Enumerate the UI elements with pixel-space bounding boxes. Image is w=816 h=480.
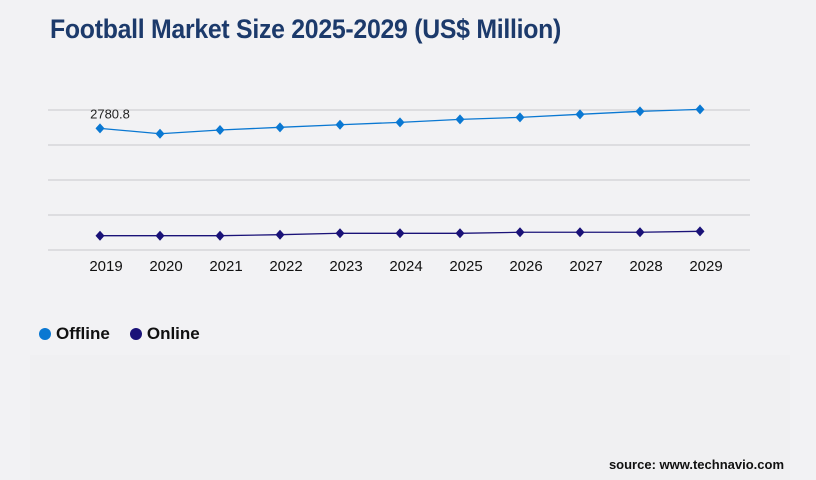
x-tick-label: 2022 — [269, 258, 302, 275]
data-point — [155, 230, 165, 241]
legend-item-online[interactable]: Online — [129, 324, 200, 344]
data-point — [335, 228, 345, 239]
x-tick-label: 2028 — [629, 258, 662, 275]
data-point — [275, 122, 285, 133]
data-point — [215, 230, 225, 241]
data-point — [395, 117, 405, 128]
x-tick-label: 2021 — [209, 258, 242, 275]
legend-marker-online — [129, 328, 142, 340]
data-label: 2780.8 — [90, 106, 130, 121]
data-point — [455, 114, 465, 125]
data-point — [635, 106, 645, 117]
legend-label: Online — [146, 324, 200, 343]
data-point — [695, 226, 705, 237]
x-tick-label: 2020 — [149, 258, 182, 275]
data-point — [695, 104, 705, 115]
data-point — [275, 229, 285, 240]
data-point — [215, 125, 225, 136]
data-point — [575, 109, 585, 120]
data-point — [575, 227, 585, 238]
data-point — [95, 123, 105, 134]
data-point — [95, 230, 105, 241]
legend-label: Offline — [56, 324, 110, 343]
data-point — [515, 112, 525, 123]
x-tick-label: 2024 — [389, 258, 422, 275]
background-panel — [30, 355, 790, 480]
data-point — [455, 228, 465, 239]
chart-title: Football Market Size 2025-2029 (US$ Mill… — [50, 14, 562, 44]
legend: Offline Online — [39, 324, 200, 344]
line-chart: 2019 2020 2021 2022 2023 2024 2025 2026 2027 2028… — [48, 104, 750, 275]
data-point — [635, 227, 645, 238]
x-tick-label: 2026 — [509, 258, 542, 275]
data-point — [335, 119, 345, 130]
data-point — [155, 128, 165, 139]
legend-marker-offline — [39, 328, 51, 340]
data-point — [395, 228, 405, 239]
x-tick-label: 2027 — [569, 258, 602, 275]
x-tick-label: 2025 — [449, 258, 482, 275]
x-tick-label: 2019 — [89, 258, 122, 275]
source-note: source: www.technavio.com — [608, 457, 784, 472]
legend-item-offline[interactable]: Offline — [39, 324, 110, 344]
x-tick-label: 2029 — [689, 258, 722, 275]
data-point — [515, 227, 525, 238]
x-tick-label: 2023 — [329, 258, 362, 275]
